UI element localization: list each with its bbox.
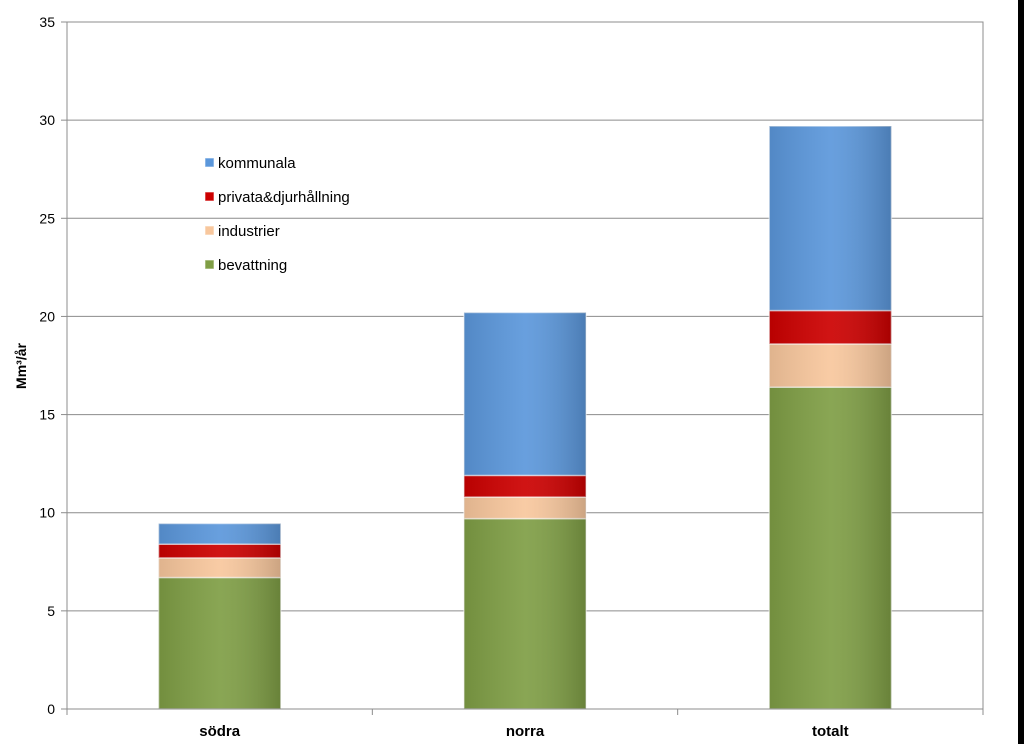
bar-shading xyxy=(463,475,587,498)
legend-label: kommunala xyxy=(218,155,296,172)
y-axis-title: Mm³/år xyxy=(13,343,29,389)
bar-shading xyxy=(158,557,281,578)
bar-shading xyxy=(463,518,587,709)
bars xyxy=(157,125,893,710)
bar-shading xyxy=(769,310,892,344)
y-tick-label: 25 xyxy=(39,210,55,226)
legend-swatch xyxy=(204,191,215,202)
y-tick-label: 30 xyxy=(39,112,55,128)
legend-label: industrier xyxy=(218,223,280,240)
legend-label: bevattning xyxy=(218,257,287,274)
axes: 0 5 10 15 20 25 30 35 södra norra totalt xyxy=(39,14,984,740)
y-tick-label: 0 xyxy=(47,701,55,717)
bar-shading xyxy=(769,387,892,709)
y-tick-label: 20 xyxy=(39,308,55,324)
y-tick-label: 35 xyxy=(39,14,55,30)
bar-shading xyxy=(769,126,892,311)
bar-shading xyxy=(769,343,892,388)
x-category-label: norra xyxy=(506,723,545,740)
y-tick-label: 5 xyxy=(47,603,55,619)
bar-shading xyxy=(463,312,587,476)
bar-shading xyxy=(158,544,281,558)
x-category-label: totalt xyxy=(812,723,849,740)
bar-shading xyxy=(463,497,587,519)
x-category-label: södra xyxy=(199,723,241,740)
y-tick-label: 10 xyxy=(39,505,55,521)
legend-swatch xyxy=(204,225,215,236)
bar-shading xyxy=(158,523,281,545)
bar-shading xyxy=(158,577,281,709)
legend-label: privata&djurhållning xyxy=(218,189,350,206)
y-tick-label: 15 xyxy=(39,407,55,423)
legend-swatch xyxy=(204,259,215,270)
legend: kommunala privata&djurhållning industrier b… xyxy=(204,155,350,274)
window-edge xyxy=(1018,0,1024,744)
legend-swatch xyxy=(204,157,215,168)
